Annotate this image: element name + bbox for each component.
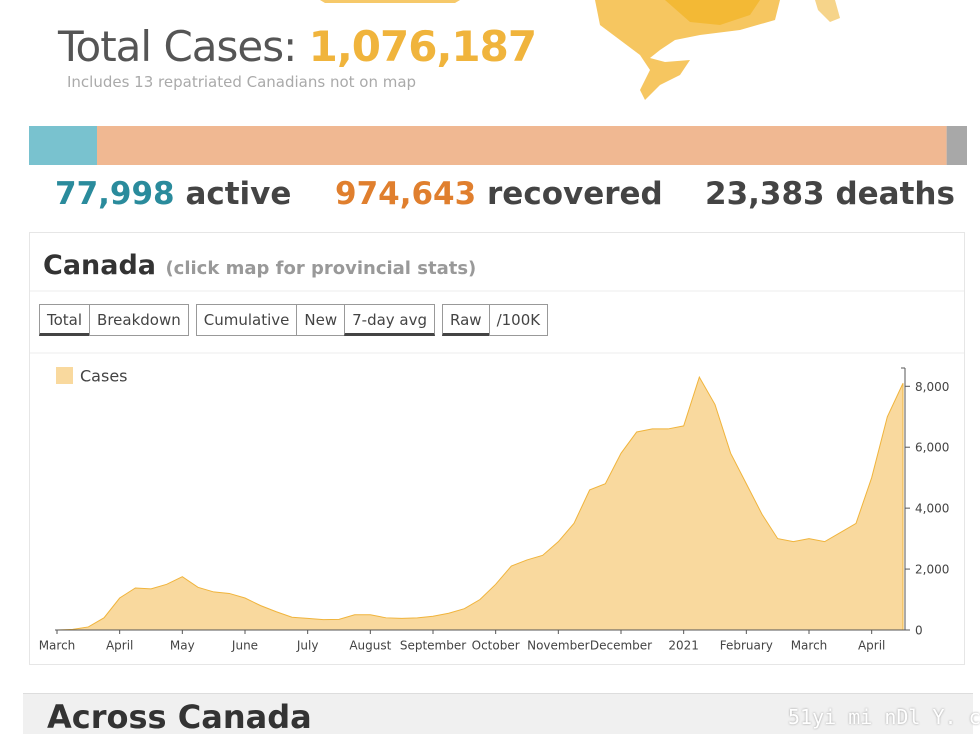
map-shape [815,0,840,22]
x-tick-label: March [39,639,76,653]
toggle-button[interactable]: 7-day avg [344,304,436,336]
stat-count: 77,998 [55,176,175,212]
x-tick-label: May [170,639,195,653]
x-tick-label: November [527,639,589,653]
y-tick-label: 8,000 [915,380,949,394]
x-tick-label: September [400,639,466,653]
map-shape [665,0,760,25]
note: Includes 13 repatriated Canadians not on… [67,73,417,91]
chart-panel [29,232,965,665]
x-tick-label: July [296,639,319,653]
toggle-button[interactable]: New [296,304,346,336]
title: Total Cases: 1,076,187 [58,22,537,71]
panel-title: Canada (click map for provincial stats) [43,250,476,281]
area [56,375,904,631]
x-tick-label: 2021 [668,639,699,653]
stat: 974,643 recovered [335,176,663,212]
section-header [23,693,973,734]
button-group: Total Breakdown [39,304,189,336]
map-shape [320,0,460,3]
y-tick-label: 2,000 [915,563,949,577]
panel-hint: (click map for provincial stats) [165,258,477,279]
toggle-button[interactable]: /100K [488,304,549,336]
stat-label: recovered [487,176,663,212]
x-tick-label: October [472,639,520,653]
x-tick-label: December [590,639,652,653]
stat-count: 23,383 [705,176,825,212]
summary-bar-segment [946,126,967,165]
x-tick-label: February [720,639,773,653]
stat-count: 974,643 [335,176,477,212]
panel-name: Canada [43,250,157,281]
toggle-button[interactable]: Raw [442,304,490,336]
total-cases: 1,076,187 [308,22,537,71]
y-tick-label: 0 [915,624,923,638]
stat-label: deaths [835,176,955,212]
x-tick-label: June [231,639,258,653]
summary-bar-segment [96,126,947,165]
legend-swatch [56,367,73,384]
watermark: 51yi mi nDl Y. com [788,705,980,729]
button-group: Cumulative New 7-day avg [195,304,436,336]
section-title: Across Canada [47,698,312,736]
summary-bar-segment [29,126,97,165]
toolbar: Total Breakdown Cumulative New 7-day avg Raw /… [39,304,549,336]
y-tick-label: 4,000 [915,502,949,516]
x-tick-label: April [858,639,885,653]
x-tick-label: April [106,639,133,653]
toggle-button[interactable]: Breakdown [89,304,189,336]
map [320,0,840,100]
map-shape [595,0,780,100]
y-tick-label: 6,000 [915,441,949,455]
toggle-button[interactable]: Total [39,304,91,336]
toggle-button[interactable]: Cumulative [195,304,298,336]
stat: 23,383 deaths [705,176,955,212]
legend-label: Cases [80,367,128,386]
stat-label: active [185,176,292,212]
x-tick-label: August [349,639,391,653]
button-group: Raw/100K [442,304,549,336]
stat: 77,998 active [55,176,291,212]
title-label: Total Cases: [58,22,297,71]
x-tick-label: March [791,639,828,653]
